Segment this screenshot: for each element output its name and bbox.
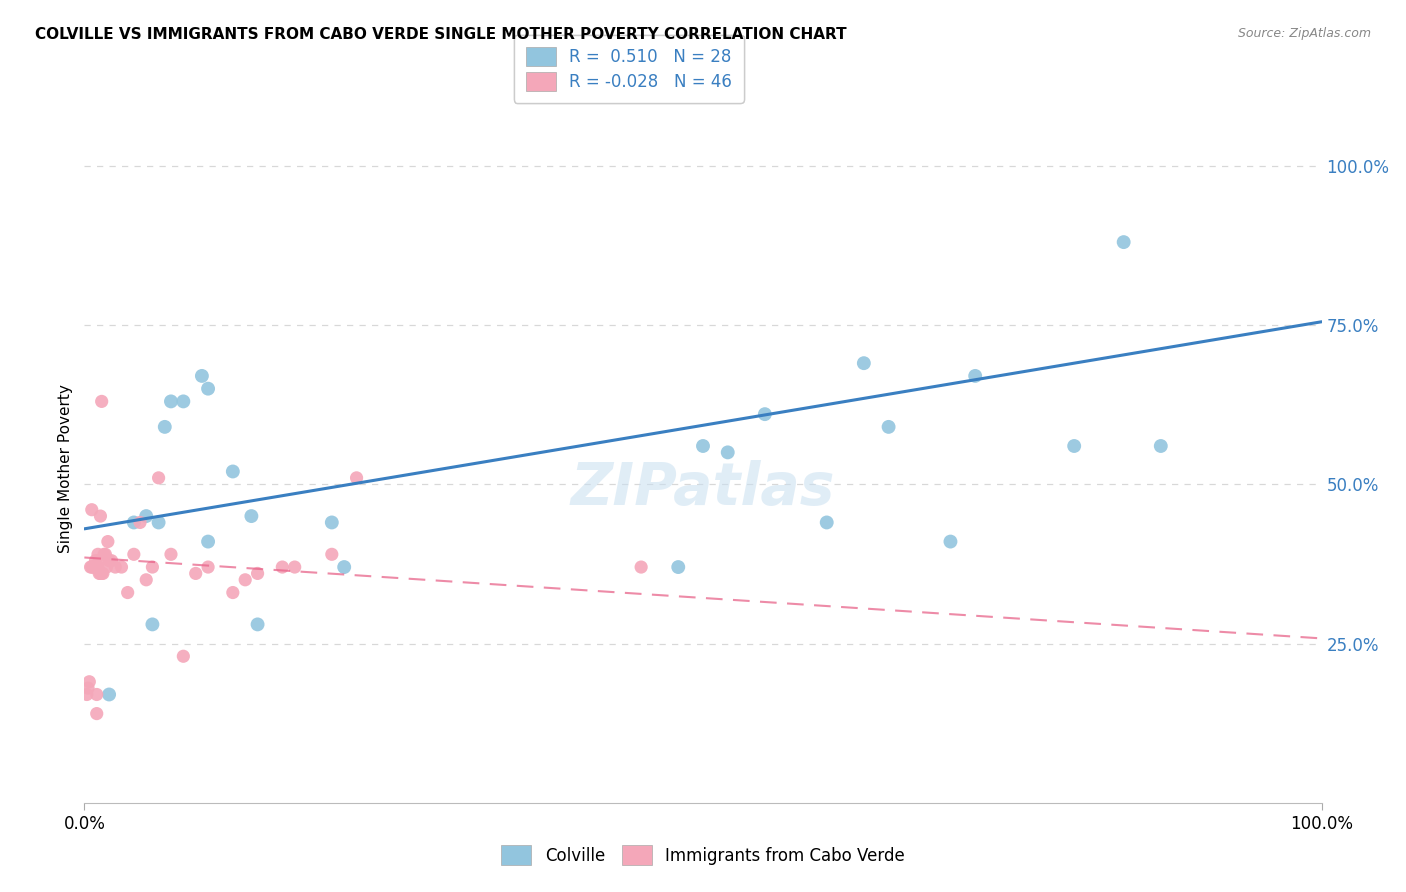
- Point: [754, 407, 776, 421]
- Point: [91, 566, 114, 581]
- Point: [94, 547, 117, 561]
- Point: [321, 547, 343, 561]
- Point: [184, 566, 207, 581]
- Point: [172, 394, 194, 409]
- Point: [284, 560, 307, 574]
- Point: [122, 547, 145, 561]
- Text: COLVILLE VS IMMIGRANTS FROM CABO VERDE SINGLE MOTHER POVERTY CORRELATION CHART: COLVILLE VS IMMIGRANTS FROM CABO VERDE S…: [35, 27, 846, 42]
- Point: [98, 554, 121, 568]
- Point: [197, 560, 219, 574]
- Point: [104, 560, 127, 574]
- Point: [89, 554, 111, 568]
- Point: [939, 534, 962, 549]
- Point: [86, 688, 108, 702]
- Point: [135, 509, 157, 524]
- Point: [233, 573, 256, 587]
- Point: [197, 534, 219, 549]
- Point: [93, 547, 115, 561]
- Point: [222, 465, 245, 479]
- Point: [80, 560, 103, 574]
- Point: [692, 439, 714, 453]
- Point: [246, 617, 269, 632]
- Point: [965, 368, 987, 383]
- Point: [89, 509, 111, 524]
- Point: [160, 394, 183, 409]
- Point: [141, 617, 163, 632]
- Y-axis label: Single Mother Poverty: Single Mother Poverty: [58, 384, 73, 553]
- Legend: R =  0.510   N = 28, R = -0.028   N = 46: R = 0.510 N = 28, R = -0.028 N = 46: [515, 35, 744, 103]
- Point: [1112, 235, 1135, 249]
- Point: [346, 471, 368, 485]
- Point: [90, 394, 112, 409]
- Point: [333, 560, 356, 574]
- Point: [76, 688, 98, 702]
- Point: [852, 356, 875, 370]
- Point: [246, 566, 269, 581]
- Point: [100, 554, 122, 568]
- Point: [172, 649, 194, 664]
- Point: [97, 534, 120, 549]
- Point: [666, 560, 689, 574]
- Point: [90, 566, 112, 581]
- Point: [153, 420, 176, 434]
- Point: [87, 560, 110, 574]
- Point: [222, 585, 245, 599]
- Legend: Colville, Immigrants from Cabo Verde: Colville, Immigrants from Cabo Verde: [491, 836, 915, 875]
- Point: [160, 547, 183, 561]
- Point: [89, 566, 111, 581]
- Point: [191, 368, 214, 383]
- Point: [79, 674, 101, 689]
- Point: [98, 688, 121, 702]
- Point: [87, 547, 110, 561]
- Point: [141, 560, 163, 574]
- Point: [83, 560, 105, 574]
- Point: [1150, 439, 1173, 453]
- Point: [717, 445, 740, 459]
- Text: Source: ZipAtlas.com: Source: ZipAtlas.com: [1237, 27, 1371, 40]
- Point: [1063, 439, 1085, 453]
- Text: ZIPatlas: ZIPatlas: [571, 460, 835, 516]
- Point: [148, 471, 170, 485]
- Point: [135, 573, 157, 587]
- Point: [77, 681, 100, 695]
- Point: [80, 502, 103, 516]
- Point: [148, 516, 170, 530]
- Point: [630, 560, 652, 574]
- Point: [117, 585, 139, 599]
- Point: [110, 560, 132, 574]
- Point: [79, 560, 101, 574]
- Point: [89, 566, 111, 581]
- Point: [129, 516, 152, 530]
- Point: [84, 554, 107, 568]
- Point: [815, 516, 838, 530]
- Point: [877, 420, 900, 434]
- Point: [271, 560, 294, 574]
- Point: [122, 516, 145, 530]
- Point: [96, 560, 118, 574]
- Point: [82, 560, 104, 574]
- Point: [197, 382, 219, 396]
- Point: [321, 516, 343, 530]
- Point: [240, 509, 263, 524]
- Point: [86, 706, 108, 721]
